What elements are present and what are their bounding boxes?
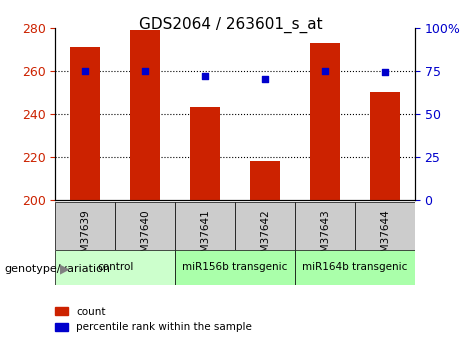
Text: GDS2064 / 263601_s_at: GDS2064 / 263601_s_at <box>139 17 322 33</box>
Text: GSM37639: GSM37639 <box>80 209 90 266</box>
Point <box>321 68 329 73</box>
FancyBboxPatch shape <box>55 202 115 250</box>
Point <box>381 70 389 75</box>
Text: GSM37642: GSM37642 <box>260 209 270 266</box>
Text: GSM37641: GSM37641 <box>200 209 210 266</box>
Text: GSM37640: GSM37640 <box>140 209 150 266</box>
Point <box>201 73 209 79</box>
Bar <box>190 107 220 200</box>
Bar <box>370 92 400 200</box>
FancyBboxPatch shape <box>175 202 235 250</box>
FancyBboxPatch shape <box>295 202 355 250</box>
Point <box>142 68 149 73</box>
Text: miR156b transgenic: miR156b transgenic <box>183 263 288 272</box>
Text: ▶: ▶ <box>60 263 70 276</box>
Legend: count, percentile rank within the sample: count, percentile rank within the sample <box>51 303 256 336</box>
FancyBboxPatch shape <box>175 250 295 285</box>
Point <box>261 77 269 82</box>
Text: GSM37644: GSM37644 <box>380 209 390 266</box>
FancyBboxPatch shape <box>235 202 295 250</box>
Bar <box>70 47 100 200</box>
FancyBboxPatch shape <box>55 250 175 285</box>
Bar <box>310 43 340 200</box>
Bar <box>250 161 280 200</box>
Text: GSM37643: GSM37643 <box>320 209 330 266</box>
Text: miR164b transgenic: miR164b transgenic <box>302 263 408 272</box>
FancyBboxPatch shape <box>355 202 415 250</box>
Text: control: control <box>97 263 133 272</box>
Text: genotype/variation: genotype/variation <box>5 264 111 274</box>
Bar <box>130 30 160 200</box>
FancyBboxPatch shape <box>295 250 415 285</box>
Point <box>82 68 89 73</box>
FancyBboxPatch shape <box>115 202 175 250</box>
